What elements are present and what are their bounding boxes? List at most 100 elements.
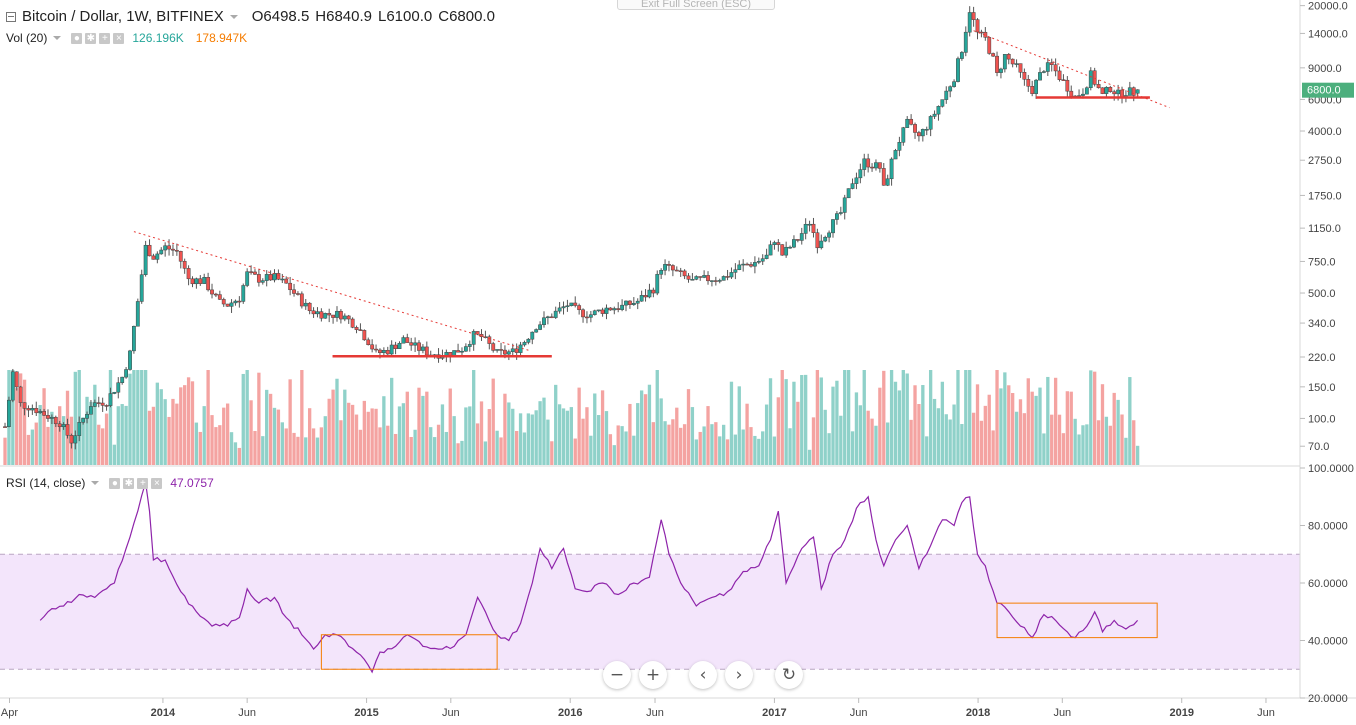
collapse-icon[interactable] bbox=[6, 11, 16, 22]
volume-bar bbox=[417, 387, 421, 465]
volume-bar bbox=[116, 406, 120, 465]
candle bbox=[1100, 87, 1105, 94]
candle bbox=[389, 344, 394, 355]
close-icon[interactable]: × bbox=[151, 477, 163, 489]
reset-chart-button[interactable]: ↻ bbox=[775, 661, 803, 689]
volume-bar bbox=[331, 389, 335, 465]
time-tick-label: Jun bbox=[1053, 707, 1071, 719]
scroll-right-button[interactable]: › bbox=[725, 661, 753, 689]
volume-bar bbox=[120, 404, 124, 465]
eye-icon[interactable]: ● bbox=[71, 32, 83, 44]
candle bbox=[92, 402, 97, 407]
candle bbox=[975, 19, 980, 33]
candle bbox=[631, 302, 636, 305]
candle bbox=[842, 197, 847, 213]
volume-bar bbox=[323, 416, 327, 465]
rsi-pane[interactable] bbox=[0, 482, 1300, 674]
candle bbox=[1030, 86, 1035, 94]
volume-bar bbox=[311, 428, 316, 465]
volume-bar bbox=[589, 435, 593, 465]
chevron-down-icon[interactable] bbox=[91, 481, 100, 485]
zoom-out-button[interactable]: − bbox=[603, 661, 631, 689]
volume-bar bbox=[690, 407, 695, 465]
volume-bar bbox=[81, 417, 85, 465]
volume-bar bbox=[487, 409, 491, 465]
volume-bar bbox=[710, 424, 714, 465]
candle bbox=[233, 300, 238, 304]
volume-bar bbox=[15, 388, 19, 465]
candle bbox=[350, 318, 355, 328]
volume-bar bbox=[460, 440, 464, 465]
candle bbox=[421, 346, 425, 351]
rsi-label[interactable]: RSI (14, close) bbox=[6, 476, 86, 490]
candle bbox=[424, 346, 429, 356]
add-icon[interactable]: + bbox=[99, 32, 111, 44]
time-tick-label: Jun bbox=[238, 707, 256, 719]
exit-fullscreen-button[interactable]: Exit Full Screen (ESC) bbox=[617, 0, 775, 10]
add-icon[interactable]: + bbox=[137, 477, 149, 489]
volume-bar bbox=[452, 416, 456, 465]
symbol-title[interactable]: Bitcoin / Dollar, 1W, BITFINEX bbox=[22, 8, 224, 25]
candle bbox=[1069, 90, 1074, 97]
volume-bar bbox=[514, 430, 519, 465]
time-tick-label: 2019 bbox=[1169, 707, 1193, 719]
gear-icon[interactable]: ✱ bbox=[123, 477, 135, 489]
volume-bar bbox=[807, 449, 812, 465]
candle bbox=[128, 350, 132, 370]
open-value: O6498.5 bbox=[251, 8, 310, 25]
zoom-in-button[interactable]: + bbox=[639, 661, 667, 689]
candle bbox=[612, 308, 617, 311]
candle bbox=[897, 142, 902, 151]
candle bbox=[764, 254, 769, 259]
volume-bar bbox=[518, 413, 523, 465]
chevron-down-icon[interactable] bbox=[229, 14, 238, 19]
price-pane[interactable] bbox=[3, 6, 1170, 465]
candle bbox=[1026, 79, 1031, 87]
close-icon[interactable]: × bbox=[113, 32, 125, 44]
candle bbox=[1116, 89, 1121, 95]
volume-bar bbox=[304, 437, 308, 465]
candle bbox=[756, 260, 761, 263]
volume-bar bbox=[1093, 371, 1097, 465]
eye-icon[interactable]: ● bbox=[109, 477, 121, 489]
chevron-down-icon[interactable] bbox=[53, 36, 62, 40]
candle bbox=[354, 327, 359, 330]
volume-bar bbox=[526, 413, 531, 465]
volume-bar bbox=[499, 437, 503, 465]
volume-bar bbox=[725, 439, 730, 465]
candle bbox=[100, 402, 105, 406]
gear-icon[interactable]: ✱ bbox=[85, 32, 97, 44]
volume-bar bbox=[1053, 377, 1058, 465]
candle bbox=[542, 317, 546, 325]
candle bbox=[956, 58, 960, 82]
candle bbox=[792, 239, 796, 248]
candle bbox=[1088, 70, 1093, 88]
candle bbox=[112, 391, 117, 394]
volume-bar bbox=[1077, 434, 1081, 465]
volume-label[interactable]: Vol (20) bbox=[6, 31, 48, 45]
volume-bar bbox=[241, 373, 245, 465]
candle bbox=[624, 300, 628, 306]
price-tick-label: 9000.0 bbox=[1308, 63, 1342, 75]
volume-bar bbox=[257, 372, 261, 465]
volume-controls[interactable]: ● ✱ + × bbox=[71, 32, 125, 44]
candle bbox=[514, 348, 519, 353]
volume-bar bbox=[93, 384, 97, 465]
candle bbox=[190, 278, 195, 285]
candle bbox=[315, 311, 320, 315]
candle bbox=[14, 371, 19, 388]
scroll-left-button[interactable]: ‹ bbox=[689, 661, 717, 689]
candle bbox=[139, 274, 144, 302]
volume-bar bbox=[815, 370, 820, 465]
candle bbox=[565, 305, 570, 308]
volume-bar bbox=[1003, 372, 1007, 465]
volume-bar bbox=[214, 427, 218, 465]
rsi-tick-label: 80.0000 bbox=[1308, 521, 1348, 533]
candle bbox=[7, 399, 11, 427]
candle bbox=[18, 386, 23, 403]
rsi-controls[interactable]: ● ✱ + × bbox=[109, 477, 163, 489]
candle bbox=[620, 304, 625, 310]
volume-bar bbox=[862, 370, 866, 465]
